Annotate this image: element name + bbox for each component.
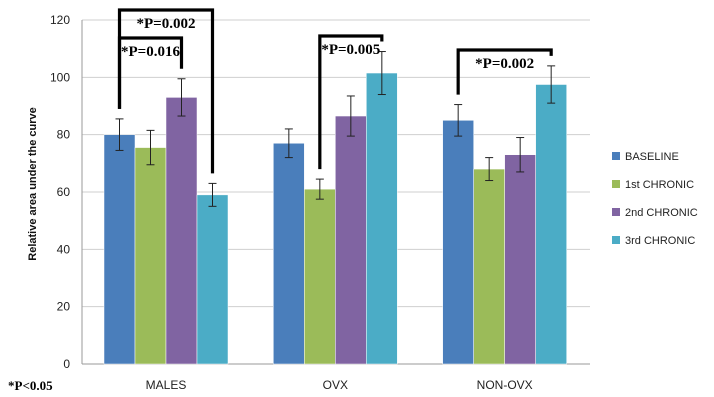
bar-2nd-chronic: [504, 154, 536, 365]
legend-swatch: [612, 208, 620, 216]
bar-baseline: [103, 134, 136, 365]
legend-label: 2nd CHRONIC: [625, 207, 698, 219]
significance-label: *P=0.002: [137, 16, 196, 32]
y-axis-label: Relative area under the curve: [27, 107, 39, 260]
bar-2nd-chronic: [335, 115, 367, 365]
bar-3rd-chronic: [196, 194, 229, 365]
footnote: *P<0.05: [8, 378, 53, 393]
x-tick-label: OVX: [323, 378, 348, 392]
y-tick-label: 120: [50, 13, 70, 27]
significance-bracket: [456, 48, 553, 95]
bar-1st-chronic: [473, 168, 505, 365]
significance-label: *P=0.005: [321, 42, 380, 58]
x-tick-label: NON-OVX: [477, 378, 533, 392]
legend-swatch: [612, 152, 620, 160]
y-tick-label: 20: [57, 300, 71, 314]
bar-baseline: [273, 143, 305, 365]
y-tick-label: 100: [50, 70, 70, 84]
significance-label: *P=0.002: [475, 56, 534, 72]
y-tick-label: 80: [57, 128, 71, 142]
significance-bracket: [318, 34, 384, 170]
significance-label: *P=0.016: [121, 44, 180, 60]
bar-3rd-chronic: [535, 84, 567, 365]
x-tick-label: MALES: [146, 378, 187, 392]
legend-label: 3rd CHRONIC: [625, 235, 695, 247]
legend-label: 1st CHRONIC: [625, 179, 694, 191]
bar-baseline: [442, 120, 474, 365]
y-tick-label: 0: [63, 357, 70, 371]
bar-3rd-chronic: [366, 72, 398, 365]
y-tick-label: 60: [57, 185, 71, 199]
y-tick-label: 40: [57, 242, 71, 256]
legend-label: BASELINE: [625, 151, 679, 163]
legend-swatch: [612, 180, 620, 188]
legend-swatch: [612, 236, 620, 244]
bar-1st-chronic: [134, 147, 167, 365]
bar-1st-chronic: [304, 188, 336, 365]
bar-2nd-chronic: [165, 97, 198, 365]
significance-bracket: [117, 36, 184, 109]
